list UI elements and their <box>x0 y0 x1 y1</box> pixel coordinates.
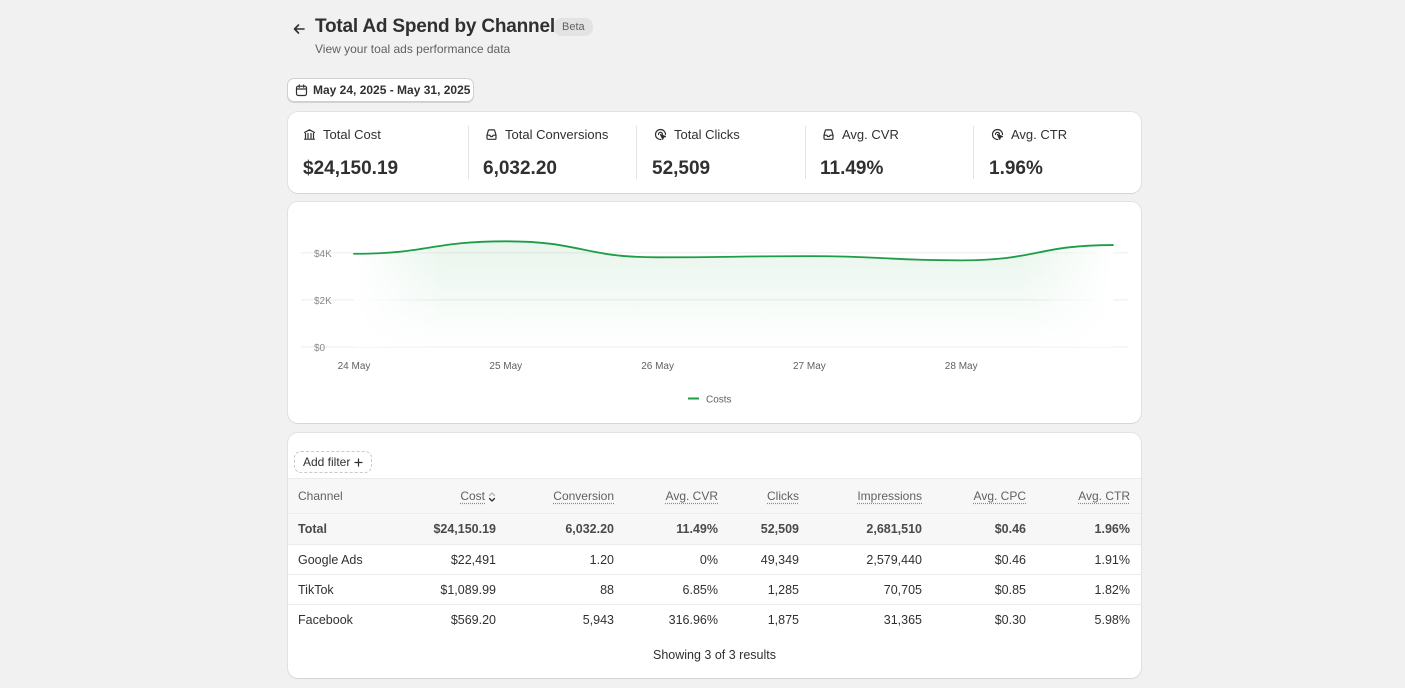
table-cell: 1,285 <box>718 574 799 605</box>
metric-value: 11.49% <box>820 158 884 179</box>
page-header: Total Ad Spend by Channel Beta View your… <box>288 14 1148 64</box>
table-row[interactable]: Facebook $569.20 5,943 316.96% 1,875 31,… <box>288 605 1141 635</box>
plus-icon <box>354 457 363 467</box>
table-cell: 1,875 <box>767 612 799 627</box>
table-cell: 52,509 <box>718 513 799 545</box>
back-button[interactable] <box>288 18 310 40</box>
table-cell: 2,681,510 <box>799 513 922 545</box>
divider <box>805 126 806 179</box>
table-cell: 70,705 <box>799 574 922 605</box>
date-range-label: May 24, 2025 - May 31, 2025 <box>313 83 471 97</box>
page-title: Total Ad Spend by Channel <box>315 16 555 37</box>
table-cell: 1.91% <box>1026 544 1141 575</box>
column-header-avg-cpc[interactable]: Avg. CPC <box>922 478 1026 514</box>
divider <box>468 126 469 179</box>
add-filter-button[interactable]: Add filter <box>294 451 373 473</box>
metric-value: $24,150.19 <box>303 158 399 179</box>
table-cell: $22,491 <box>398 544 496 575</box>
metric-label: Total Cost <box>323 127 381 142</box>
table-header-row: Channel Cost Conversion Avg. CVR Clicks … <box>288 478 1141 514</box>
channel-table: Channel Cost Conversion Avg. CVR Clicks … <box>288 478 1141 635</box>
column-header-clicks[interactable]: Clicks <box>718 478 799 514</box>
column-header-avg-cvr[interactable]: Avg. CVR <box>614 478 718 514</box>
table-cell: 6.85% <box>614 574 718 605</box>
metric-total-clicks[interactable]: Total Clicks 52,509 <box>652 112 804 193</box>
metric-value: 1.96% <box>989 158 1043 179</box>
metric-avg-ctr[interactable]: Avg. CTR 1.96% <box>989 112 1131 193</box>
date-range-button[interactable]: May 24, 2025 - May 31, 2025 <box>287 78 474 102</box>
column-header-cost[interactable]: Cost <box>398 478 496 514</box>
inbox-icon <box>823 129 834 140</box>
area-fade <box>354 224 1113 347</box>
metric-label: Total Conversions <box>505 127 609 142</box>
x-tick-label: 27 May <box>793 361 826 372</box>
table-cell: $569.20 <box>450 612 496 627</box>
table-cell: $0.46 <box>922 544 1026 575</box>
channel-table-card: Add filter Channel Cost Conversion Avg. … <box>288 433 1141 678</box>
table-cell: 11.49% <box>614 513 718 545</box>
y-tick-label: $0 <box>314 343 326 354</box>
series-line-costs[interactable] <box>353 240 1114 262</box>
table-cell: 49,349 <box>718 544 799 575</box>
table-cell: 5.98% <box>1094 612 1130 627</box>
arrow-left-icon <box>293 24 305 34</box>
metric-total-conversions[interactable]: Total Conversions 6,032.20 <box>483 112 635 193</box>
x-tick-label: 28 May <box>945 361 978 372</box>
metric-total-cost[interactable]: Total Cost $24,150.19 <box>303 112 463 193</box>
column-header-conversion[interactable]: Conversion <box>496 478 614 514</box>
column-header-avg-ctr[interactable]: Avg. CTR <box>1026 478 1141 514</box>
table-cell: 1.82% <box>1026 574 1141 605</box>
table-cell: TikTok <box>288 574 398 605</box>
metric-value: 52,509 <box>652 158 711 179</box>
cursor-click-icon <box>654 128 667 141</box>
results-count: Showing 3 of 3 results <box>653 648 776 662</box>
table-total-row: Total $24,150.19 6,032.20 11.49% 52,509 … <box>288 513 1141 545</box>
table-cell: Total <box>288 513 398 545</box>
table-cell: 1.96% <box>1026 513 1141 545</box>
page-subtitle: View your toal ads performance data <box>315 42 511 56</box>
table-cell: 2,579,440 <box>799 544 922 575</box>
divider <box>636 126 637 179</box>
add-filter-label: Add filter <box>303 455 351 469</box>
table-cell: $0.85 <box>922 574 1026 605</box>
table-cell: $0.30 <box>994 612 1026 627</box>
table-cell: $1,089.99 <box>398 574 496 605</box>
divider <box>973 126 974 179</box>
legend-label[interactable]: Costs <box>706 395 732 406</box>
sort-icon <box>488 492 496 502</box>
table-cell: 31,365 <box>883 612 922 627</box>
chart-card: $0 $2K $4K 24 May 25 May 26 May 27 May 28 May … <box>288 202 1141 423</box>
column-header-impressions[interactable]: Impressions <box>799 478 922 514</box>
column-header-channel[interactable]: Channel <box>288 478 398 514</box>
y-tick-label: $4K <box>314 249 332 260</box>
table-cell: Google Ads <box>288 544 398 575</box>
cost-chart: $0$2K$4K 24 May 25 May 26 May 27 May 28 May … <box>301 224 1128 406</box>
table-cell: $0.46 <box>922 513 1026 545</box>
table-row[interactable]: TikTok $1,089.99 88 6.85% 1,285 70,705 $… <box>288 574 1141 605</box>
x-tick-label: 24 May <box>338 361 371 372</box>
metrics-card: Total Cost $24,150.19 Total Conversions … <box>288 112 1141 193</box>
metric-label: Avg. CTR <box>1011 127 1068 142</box>
x-tick-label: 25 May <box>489 361 522 372</box>
beta-badge: Beta <box>554 18 593 36</box>
y-tick-label: $2K <box>314 296 332 307</box>
metric-label: Total Clicks <box>674 127 740 142</box>
table-cell: 1.20 <box>496 544 614 575</box>
table-cell: 316.96% <box>668 612 718 627</box>
table-cell: 5,943 <box>582 612 614 627</box>
table-row[interactable]: Google Ads $22,491 1.20 0% 49,349 2,579,… <box>288 544 1141 575</box>
table-cell: 0% <box>614 544 718 575</box>
cursor-click-icon <box>991 128 1004 141</box>
inbox-icon <box>486 129 497 140</box>
metric-avg-cvr[interactable]: Avg. CVR 11.49% <box>820 112 972 193</box>
calendar-icon <box>295 83 308 96</box>
metric-label: Avg. CVR <box>842 127 899 142</box>
x-tick-label: 26 May <box>641 361 674 372</box>
table-cell: $24,150.19 <box>398 513 496 545</box>
table-cell: Facebook <box>298 612 353 627</box>
metric-value: 6,032.20 <box>483 158 557 179</box>
table-cell: 88 <box>496 574 614 605</box>
bank-icon <box>303 129 316 140</box>
table-cell: 6,032.20 <box>496 513 614 545</box>
